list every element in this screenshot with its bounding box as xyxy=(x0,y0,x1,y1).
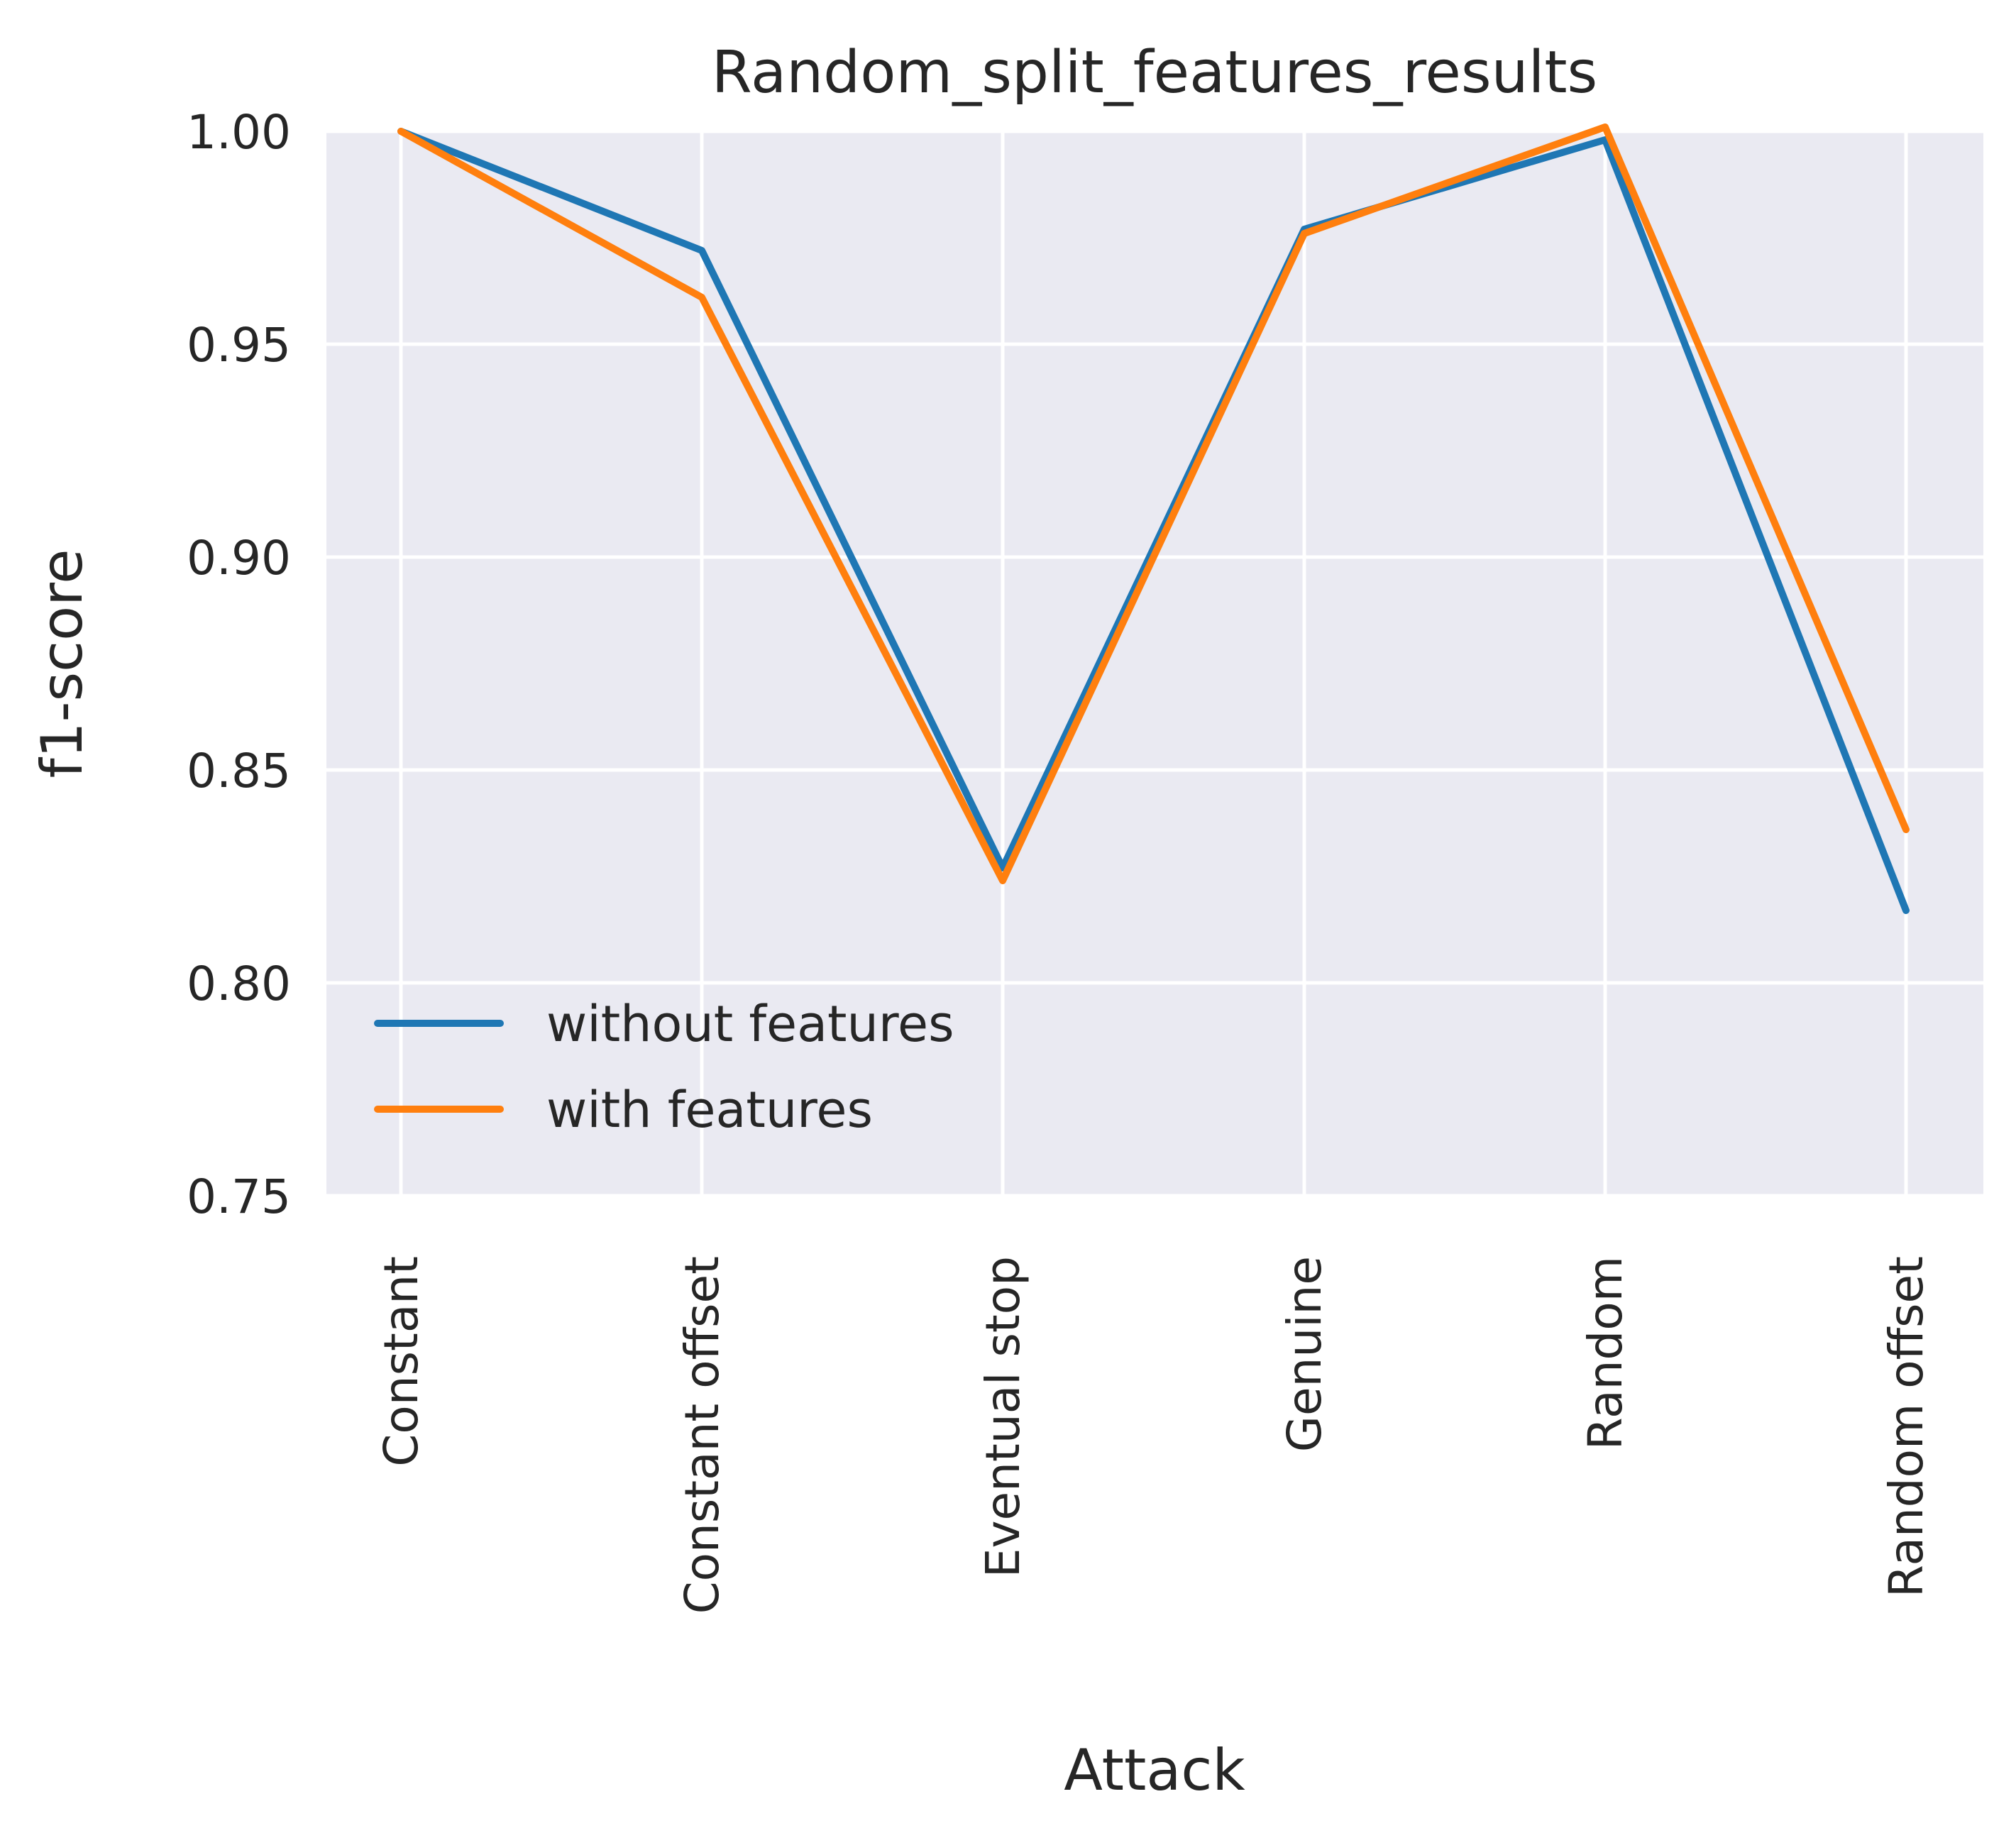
y-tick-label: 0.95 xyxy=(187,318,291,373)
vertical-grid xyxy=(399,131,1908,1196)
x-tick-label: Random xyxy=(1578,1256,1633,1450)
y-tick-label: 0.80 xyxy=(187,957,291,1011)
x-tick-labels: Constant Constant offset Eventual stop Genu… xyxy=(374,1256,1934,1614)
series-line-with-features xyxy=(397,123,1910,884)
x-tick-label: Constant offset xyxy=(675,1256,729,1614)
x-tick-label: Random offset xyxy=(1879,1256,1934,1597)
y-tick-label: 1.00 xyxy=(187,105,291,160)
y-tick-labels: 0.75 0.80 0.85 0.90 0.95 1.00 xyxy=(187,105,291,1224)
plot-background xyxy=(326,131,1983,1196)
y-tick-label: 0.90 xyxy=(187,531,291,585)
series-layer xyxy=(397,123,1910,914)
chart-title: Random_split_features_results xyxy=(712,39,1597,106)
y-axis-label: f1-score xyxy=(29,549,95,778)
series-line-without-features xyxy=(397,128,1910,914)
legend: without features with features xyxy=(374,995,954,1139)
legend-label-with-features: with features xyxy=(546,1081,873,1139)
x-tick-label: Constant xyxy=(374,1256,429,1467)
x-tick-label: Eventual stop xyxy=(976,1256,1030,1578)
y-tick-label: 0.75 xyxy=(187,1170,291,1224)
x-tick-label: Genuine xyxy=(1277,1256,1332,1452)
legend-label-without-features: without features xyxy=(546,995,954,1053)
y-tick-label: 0.85 xyxy=(187,744,291,798)
x-axis-label: Attack xyxy=(1064,1737,1245,1803)
